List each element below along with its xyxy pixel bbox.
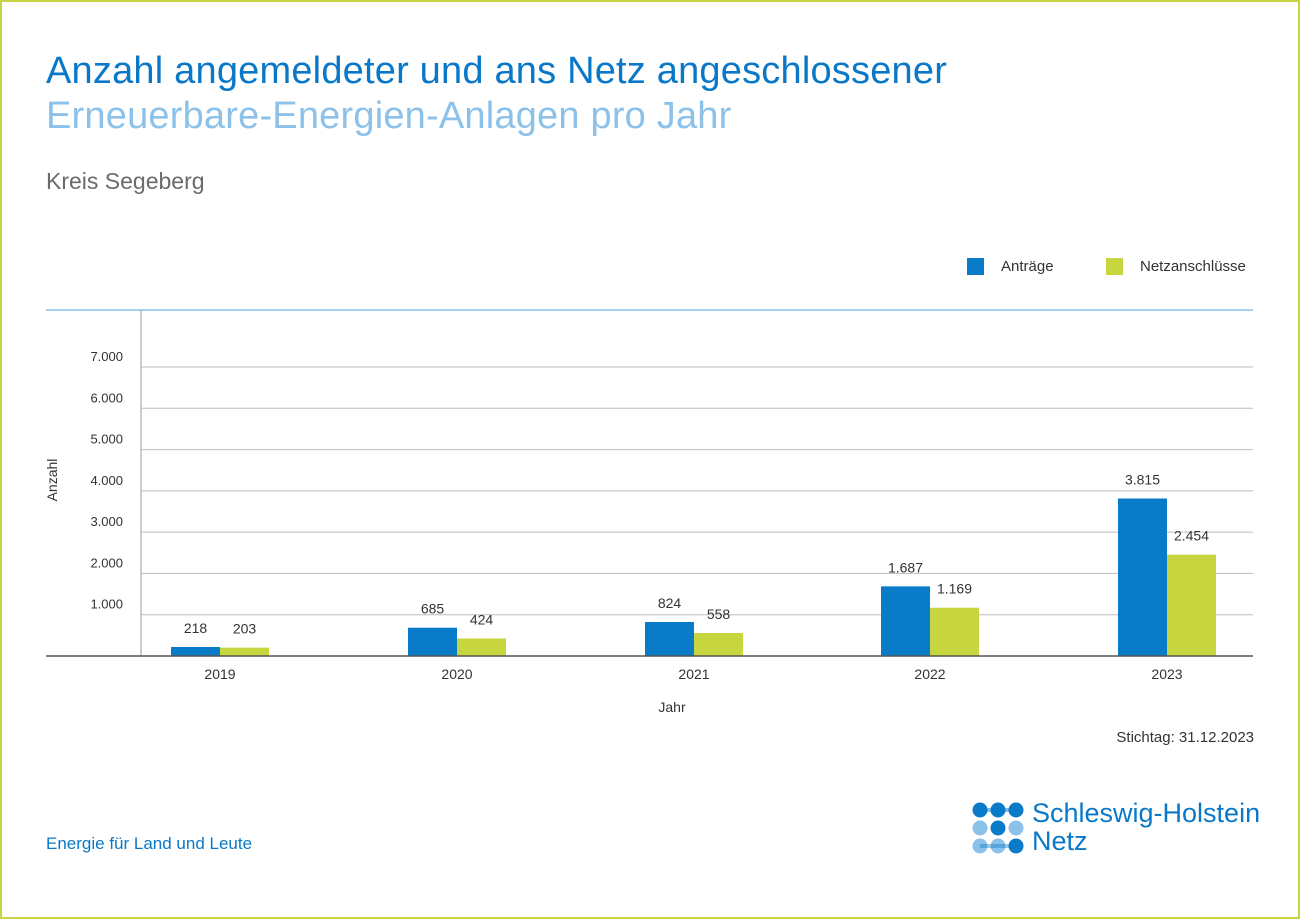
legend-item-antraege: Anträge [967, 258, 1054, 275]
y-tick-label: 6.000 [90, 390, 123, 405]
gridlines [141, 366, 1253, 616]
data-label-netzanschluesse-2021: 558 [707, 606, 731, 622]
chart-subtitle: Kreis Segeberg [46, 168, 205, 194]
bar-antraege-2019 [171, 646, 220, 656]
logo-dots-icon [972, 802, 1024, 854]
bar-netzanschluesse-2020 [457, 638, 506, 656]
bar-antraege-2021 [645, 621, 694, 656]
bar-antraege-2020 [408, 627, 457, 656]
x-tick-label-2019: 2019 [204, 666, 235, 682]
company-logo: Schleswig-Holstein Netz [970, 798, 1270, 858]
x-tick-label-2022: 2022 [914, 666, 945, 682]
data-label-antraege-2020: 685 [421, 601, 445, 617]
bars: 218 203 685 424 824 558 1.687 1.169 3.815 2.454 [171, 471, 1216, 656]
y-tick-label: 5.000 [90, 432, 123, 447]
reference-date: Stichtag: 31.12.2023 [1116, 729, 1254, 746]
logo-text-line-1: Schleswig-Holstein [1032, 798, 1261, 828]
x-tick-labels: 2019 2020 2021 2022 2023 [204, 666, 1182, 682]
title-line-1: Anzahl angemeldeter und ans Netz angesch… [46, 50, 948, 92]
data-label-netzanschluesse-2019: 203 [233, 621, 257, 637]
bar-netzanschluesse-2019 [220, 647, 269, 656]
data-label-antraege-2022: 1.687 [888, 559, 923, 575]
data-label-netzanschluesse-2023: 2.454 [1174, 528, 1209, 544]
legend-swatch-netzanschluesse [1106, 258, 1123, 275]
legend-label-netzanschluesse: Netzanschlüsse [1140, 258, 1246, 275]
bar-antraege-2022 [881, 586, 930, 656]
y-tick-label: 2.000 [90, 555, 123, 570]
legend-swatch-antraege [967, 258, 984, 275]
data-label-antraege-2019: 218 [184, 620, 208, 636]
legend-label-antraege: Anträge [1001, 258, 1054, 275]
y-tick-label: 7.000 [90, 349, 123, 364]
logo-text-line-2: Netz [1032, 826, 1088, 856]
y-tick-label: 3.000 [90, 514, 123, 529]
x-tick-label-2020: 2020 [441, 666, 472, 682]
data-label-netzanschluesse-2022: 1.169 [937, 581, 972, 597]
bar-netzanschluesse-2022 [930, 607, 979, 656]
bar-netzanschluesse-2021 [694, 632, 743, 656]
x-tick-label-2021: 2021 [678, 666, 709, 682]
data-label-antraege-2023: 3.815 [1125, 471, 1160, 487]
x-tick-label-2023: 2023 [1151, 666, 1182, 682]
y-axis-label: Anzahl [44, 459, 60, 502]
x-axis-label: Jahr [658, 699, 686, 715]
bar-netzanschluesse-2023 [1167, 554, 1216, 656]
legend-item-netzanschluesse: Netzanschlüsse [1106, 258, 1246, 275]
footer-tagline: Energie für Land und Leute [46, 834, 253, 853]
y-tick-labels: 1.000 2.000 3.000 4.000 5.000 6.000 7.000 [90, 349, 123, 612]
title-line-2: Erneuerbare-Energien-Anlagen pro Jahr [46, 95, 732, 137]
data-label-antraege-2021: 824 [658, 595, 682, 611]
bar-antraege-2023 [1118, 498, 1167, 656]
y-tick-label: 1.000 [90, 597, 123, 612]
y-tick-label: 4.000 [90, 473, 123, 488]
data-label-netzanschluesse-2020: 424 [470, 611, 494, 627]
